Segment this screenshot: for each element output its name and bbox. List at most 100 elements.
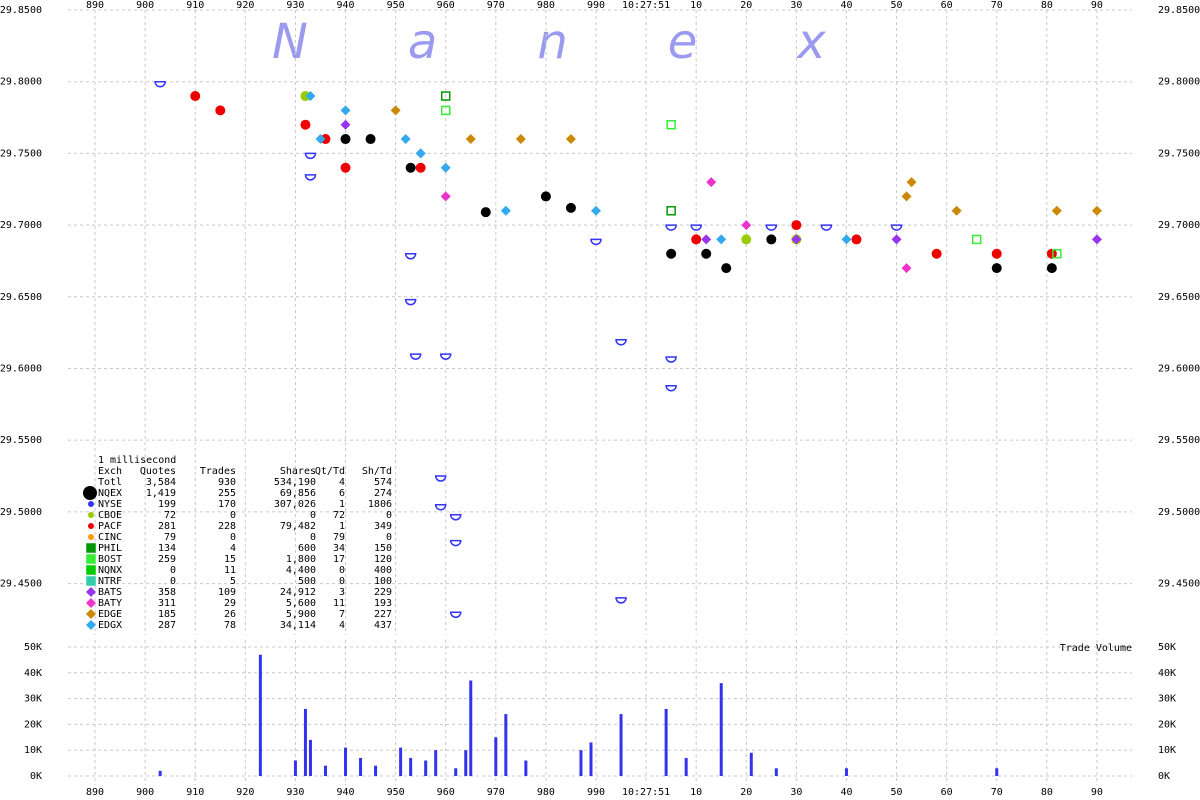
stats-cell: 0 [230, 532, 236, 543]
y-tick-label-right: 30K [1158, 694, 1176, 705]
legend-label: BATS [98, 587, 122, 598]
quote-marker [154, 80, 166, 88]
stats-cell: 170 [218, 499, 236, 510]
y-tick-label-right: 20K [1158, 719, 1176, 730]
quote-marker [1046, 263, 1057, 274]
quote-marker [439, 353, 452, 360]
legend-label: PACF [98, 521, 122, 532]
quote-marker [365, 134, 376, 145]
quote-marker [390, 105, 401, 116]
x-tick-label: 950 [387, 0, 405, 11]
quote-marker [415, 148, 426, 159]
chart-title: Trade Volume [1060, 643, 1132, 654]
y-tick-label: 29.4500 [0, 579, 42, 590]
legend-marker [86, 543, 96, 553]
legend-marker [86, 609, 96, 619]
x-tick-label: 50 [891, 0, 903, 11]
volume-bar [454, 768, 458, 776]
volume-bar [344, 747, 348, 776]
quote-marker [1091, 234, 1102, 245]
stats-cell: 6 [339, 488, 345, 499]
quote-marker [906, 177, 917, 188]
x-tick-label: 920 [236, 0, 254, 11]
legend-marker [88, 512, 94, 518]
quote-marker [300, 119, 311, 130]
stats-cell: 600 [298, 543, 316, 554]
stats-cell: 34,114 [280, 620, 316, 631]
quote-marker [300, 91, 311, 102]
quote-marker [820, 224, 833, 231]
x-tick-label: 90 [1091, 0, 1103, 11]
volume-bar [409, 757, 413, 776]
volume-bar [619, 714, 623, 776]
stats-cell: 4 [230, 543, 236, 554]
stats-cell: 0 [339, 565, 345, 576]
legend-label: CBOE [98, 510, 122, 521]
quote-marker [991, 248, 1002, 259]
volume-bar [719, 683, 723, 776]
legend-marker [86, 598, 96, 608]
stats-cell: 3,584 [146, 477, 176, 488]
legend-label: NQNX [98, 565, 122, 576]
quote-marker [901, 191, 912, 202]
y-tick-label: 29.6500 [0, 292, 42, 303]
stats-cell: 4 [339, 477, 345, 488]
volume-bar [684, 757, 688, 776]
stats-cell: 574 [374, 477, 392, 488]
y-tick-label: 29.5500 [0, 435, 42, 446]
quote-marker [440, 191, 451, 202]
stats-cell: 5,600 [286, 598, 316, 609]
stats-cell: 400 [374, 565, 392, 576]
stats-cell: 11 [224, 565, 236, 576]
quote-marker [405, 162, 416, 173]
quote-marker [590, 238, 602, 246]
volume-bar [158, 770, 162, 776]
quote-marker [666, 119, 676, 130]
x-tick-label: 990 [587, 787, 605, 798]
quote-marker [434, 503, 447, 511]
volume-bar [293, 760, 297, 776]
quote-marker [665, 224, 677, 231]
quote-marker [404, 298, 417, 306]
stats-cell: 0 [386, 532, 392, 543]
quote-marker [440, 91, 451, 101]
legend-label: NQEX [98, 488, 122, 499]
stats-cell: 17 [333, 554, 345, 565]
x-tick-label: 70 [991, 787, 1003, 798]
stats-cell: 1,419 [146, 488, 176, 499]
y-tick-label-right: 29.5500 [1158, 435, 1200, 446]
quote-marker [666, 206, 676, 216]
stats-name: Totl [98, 477, 122, 488]
legend-marker [86, 587, 96, 597]
stats-cell: 15 [224, 554, 236, 565]
stats-cell: 79,482 [280, 521, 316, 532]
quote-marker [315, 134, 326, 145]
quote-marker [891, 234, 902, 245]
quote-marker [565, 202, 576, 213]
stats-cell: 5 [230, 576, 236, 587]
quote-marker [765, 224, 778, 231]
quote-marker [851, 234, 862, 245]
quote-marker [340, 134, 351, 145]
x-tick-label: 970 [487, 787, 505, 798]
x-tick-label: 60 [941, 0, 953, 11]
quote-marker [404, 253, 417, 260]
quote-marker [701, 248, 712, 259]
y-tick-label-right: 0K [1158, 771, 1170, 782]
stats-cell: 259 [158, 554, 176, 565]
quote-marker [721, 263, 732, 274]
y-tick-label: 30K [24, 694, 42, 705]
quote-marker [741, 220, 752, 231]
y-tick-label-right: 29.7500 [1158, 148, 1200, 159]
quote-marker [449, 514, 462, 521]
stats-cell: 229 [374, 587, 392, 598]
x-tick-label: 10 [690, 0, 702, 11]
stats-cell: 109 [218, 587, 236, 598]
legend-label: NYSE [98, 499, 122, 510]
stats-cell: 79 [164, 532, 176, 543]
stats-cell: 274 [374, 488, 392, 499]
y-tick-label-right: 10K [1158, 745, 1176, 756]
stats-cell: 100 [374, 576, 392, 587]
stats-cell: 930 [218, 477, 236, 488]
stats-cell: 7 [339, 609, 345, 620]
